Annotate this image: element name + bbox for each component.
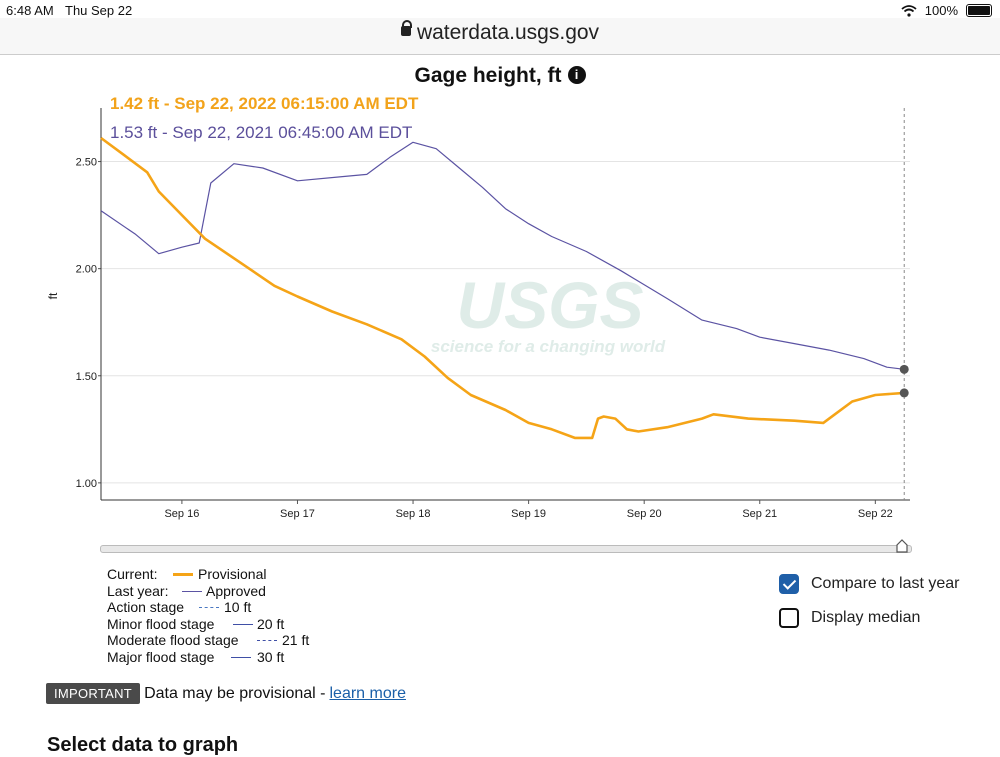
y-tick-label: 1.50: [76, 371, 97, 383]
x-tick-label: Sep 20: [627, 508, 662, 520]
battery-percent: 100%: [924, 3, 958, 18]
legend-swatch-provisional: [173, 573, 193, 576]
legend-last-year-series: Approved: [206, 582, 266, 599]
x-tick-label: Sep 19: [511, 508, 546, 520]
url-display[interactable]: waterdata.usgs.gov: [0, 20, 1000, 45]
legend-last-year-label: Last year:: [107, 582, 169, 599]
current-value-marker: [899, 388, 909, 398]
y-tick-label: 2.00: [76, 264, 97, 276]
x-tick-label: Sep 18: [396, 508, 431, 520]
last-year-reading: 1.53 ft - Sep 22, 2021 06:45:00 AM EDT: [110, 123, 413, 142]
address-bar[interactable]: waterdata.usgs.gov: [0, 18, 1000, 55]
provisional-notice: IMPORTANT Data may be provisional - lear…: [46, 683, 406, 704]
status-date: Thu Sep 22: [65, 3, 133, 18]
x-tick-label: Sep 17: [280, 508, 315, 520]
legend-moderate-label: Moderate flood stage: [107, 632, 239, 649]
y-tick-label: 2.50: [76, 157, 97, 169]
legend-minor-label: Minor flood stage: [107, 615, 215, 632]
legend-minor-value: 20 ft: [257, 615, 285, 632]
y-tick-label: 1.00: [76, 478, 97, 490]
display-median-checkbox[interactable]: [779, 608, 799, 628]
legend-action-value: 10 ft: [224, 599, 252, 616]
legend-action-label: Action stage: [107, 599, 185, 616]
learn-more-link[interactable]: learn more: [329, 684, 406, 702]
legend-current-label: Current:: [107, 566, 158, 582]
x-tick-label: Sep 16: [164, 508, 199, 520]
legend-swatch-action: [199, 607, 219, 609]
provisional-series-line: [100, 136, 905, 440]
x-tick-label: Sep 22: [858, 508, 893, 520]
legend-major-label: Major flood stage: [107, 648, 215, 665]
battery-icon: [966, 4, 992, 17]
legend-swatch-moderate: [257, 640, 277, 642]
notice-text: Data may be provisional -: [144, 684, 326, 702]
chart-title: Gage height, ft i: [0, 64, 1000, 88]
wifi-icon: [901, 4, 917, 17]
approved-series-line: [100, 141, 905, 370]
current-reading: 1.42 ft - Sep 22, 2022 06:15:00 AM EDT: [110, 94, 419, 113]
usgs-watermark: USGS: [456, 268, 643, 342]
status-right: 100%: [901, 3, 992, 18]
chart-title-text: Gage height, ft: [414, 64, 562, 87]
url-text: waterdata.usgs.gov: [416, 21, 600, 44]
status-time: 6:48 AM: [6, 3, 54, 18]
status-bar: 6:48 AM Thu Sep 22 100%: [0, 0, 1000, 22]
compare-last-year-label[interactable]: Compare to last year: [811, 575, 960, 592]
y-axis-label: ft: [46, 292, 60, 299]
legend-swatch-minor: [233, 623, 253, 625]
display-median-label[interactable]: Display median: [811, 609, 921, 626]
x-tick-label: Sep 21: [742, 508, 777, 520]
info-icon[interactable]: i: [567, 66, 586, 84]
last-year-value-marker: [899, 364, 909, 374]
legend-swatch-major: [231, 656, 251, 658]
usgs-watermark-tagline: science for a changing world: [431, 337, 666, 356]
compare-last-year-checkbox[interactable]: [779, 574, 799, 594]
legend-swatch-approved: [182, 590, 202, 592]
legend-major-value: 30 ft: [257, 648, 285, 665]
lock-icon: [400, 20, 412, 37]
slider-handle[interactable]: [895, 539, 909, 553]
legend-current-series: Provisional: [198, 566, 267, 582]
select-data-heading: Select data to graph: [47, 734, 239, 756]
important-badge: IMPORTANT: [46, 683, 141, 704]
time-range-slider[interactable]: [100, 545, 912, 553]
legend-moderate-value: 21 ft: [282, 632, 310, 649]
